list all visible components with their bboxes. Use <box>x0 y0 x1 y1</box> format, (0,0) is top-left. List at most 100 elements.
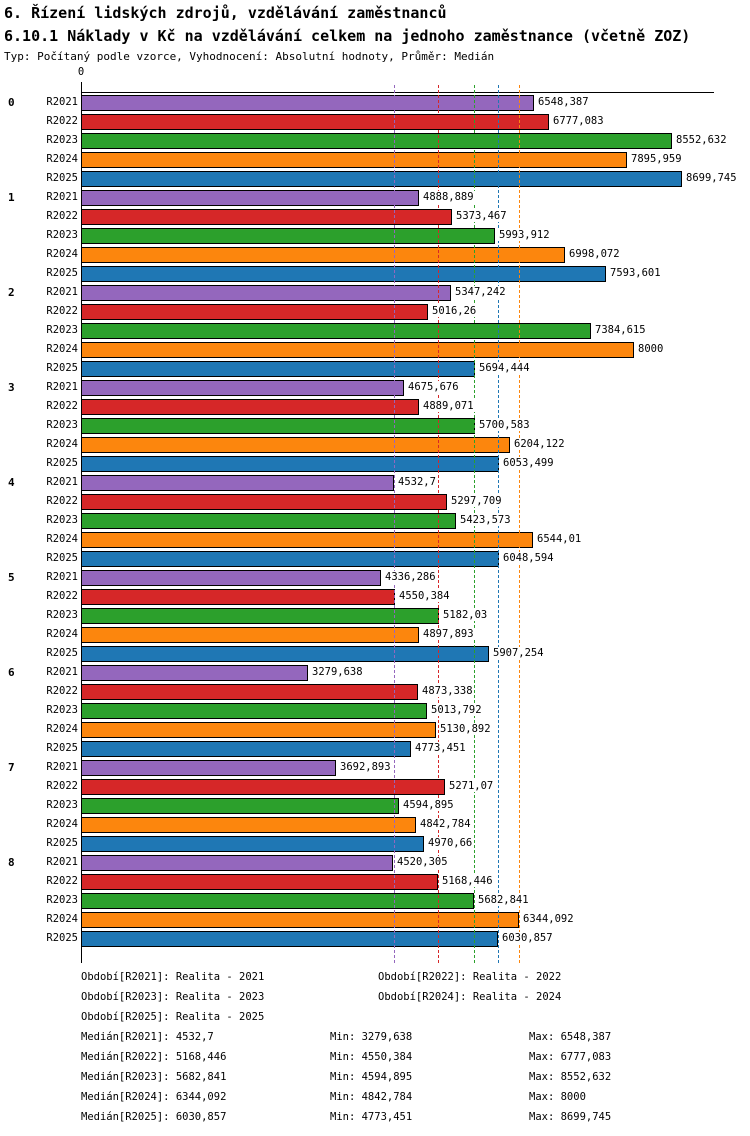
x-axis-zero-label: 0 <box>77 66 85 78</box>
bar-series-label: R2025 <box>46 647 78 659</box>
bar-value-label: 6048,594 <box>502 552 555 564</box>
bar-value-label: 5016,26 <box>431 305 478 317</box>
bar-value-label: 4532,7 <box>397 476 437 488</box>
bar <box>81 665 308 681</box>
bar-value-label: 5013,792 <box>430 704 483 716</box>
bar-value-label: 8552,632 <box>675 134 728 146</box>
bar-series-label: R2023 <box>46 134 78 146</box>
bar <box>81 418 475 434</box>
stat-min: Min: 4773,451 <box>330 1111 413 1123</box>
bar-series-label: R2023 <box>46 609 78 621</box>
bar <box>81 513 456 529</box>
bar-value-label: 5297,709 <box>450 495 503 507</box>
bar-value-label: 6053,499 <box>502 457 555 469</box>
bar <box>81 133 672 149</box>
bar-series-label: R2021 <box>46 856 78 868</box>
bar <box>81 456 499 472</box>
bar <box>81 114 549 130</box>
bar <box>81 684 418 700</box>
bar-value-label: 5182,03 <box>442 609 489 621</box>
bar-value-label: 3692,893 <box>339 761 392 773</box>
median-line-R2021 <box>394 85 396 963</box>
bar-value-label: 4970,66 <box>427 837 474 849</box>
bar-series-label: R2022 <box>46 875 78 887</box>
bar-series-label: R2024 <box>46 913 78 925</box>
bar-value-label: 4888,889 <box>422 191 475 203</box>
bar <box>81 608 439 624</box>
bar-series-label: R2022 <box>46 590 78 602</box>
bar-value-label: 5168,446 <box>441 875 494 887</box>
bar-value-label: 5694,444 <box>478 362 531 374</box>
bar-value-label: 4873,338 <box>421 685 474 697</box>
bar <box>81 285 451 301</box>
bar-value-label: 5373,467 <box>455 210 508 222</box>
bar-series-label: R2021 <box>46 286 78 298</box>
bar-series-label: R2024 <box>46 818 78 830</box>
stat-min: Min: 4550,384 <box>330 1051 413 1063</box>
bar <box>81 190 419 206</box>
bar-series-label: R2022 <box>46 210 78 222</box>
bar-value-label: 6777,083 <box>552 115 605 127</box>
bar <box>81 494 447 510</box>
bar <box>81 342 634 358</box>
category-label: 5 <box>8 571 15 584</box>
bar-value-label: 7593,601 <box>609 267 662 279</box>
bar-value-label: 5700,583 <box>478 419 531 431</box>
bar <box>81 703 427 719</box>
median-line-R2024 <box>519 85 521 963</box>
bar-value-label: 3279,638 <box>311 666 364 678</box>
bar-series-label: R2023 <box>46 324 78 336</box>
bar-value-label: 4889,071 <box>422 400 475 412</box>
stat-max: Max: 6548,387 <box>529 1031 612 1043</box>
stat-median: Medián[R2025]: 6030,857 <box>81 1111 227 1123</box>
bar <box>81 228 495 244</box>
bar-value-label: 5423,573 <box>459 514 512 526</box>
bar <box>81 722 436 738</box>
legend-item: Období[R2023]: Realita - 2023 <box>81 991 265 1003</box>
bar-value-label: 8699,745 <box>685 172 738 184</box>
bar-series-label: R2022 <box>46 115 78 127</box>
bar-value-label: 5271,07 <box>448 780 495 792</box>
bar-value-label: 7895,959 <box>630 153 683 165</box>
bar <box>81 646 489 662</box>
bar-series-label: R2023 <box>46 419 78 431</box>
stat-median: Medián[R2022]: 5168,446 <box>81 1051 227 1063</box>
chart-subtitle: 6.10.1 Náklady v Kč na vzdělávání celkem… <box>4 27 691 45</box>
bar-series-label: R2021 <box>46 191 78 203</box>
bar-value-label: 6548,387 <box>537 96 590 108</box>
bar-value-label: 6030,857 <box>501 932 554 944</box>
chart-meta-info: Typ: Počítaný podle vzorce, Vyhodnocení:… <box>4 50 495 63</box>
bar-series-label: R2021 <box>46 666 78 678</box>
bar-series-label: R2021 <box>46 571 78 583</box>
bar-series-label: R2022 <box>46 495 78 507</box>
bar <box>81 361 475 377</box>
stat-median: Medián[R2023]: 5682,841 <box>81 1071 227 1083</box>
bar-value-label: 6998,072 <box>568 248 621 260</box>
bar-series-label: R2021 <box>46 381 78 393</box>
bar-series-label: R2024 <box>46 438 78 450</box>
x-axis-zero-tick <box>81 82 82 95</box>
bar-series-label: R2022 <box>46 305 78 317</box>
bar-series-label: R2022 <box>46 400 78 412</box>
bar <box>81 589 395 605</box>
bar-value-label: 5682,841 <box>477 894 530 906</box>
bar-series-label: R2024 <box>46 628 78 640</box>
bar-value-label: 6544,01 <box>536 533 583 545</box>
stat-max: Max: 8699,745 <box>529 1111 612 1123</box>
stat-min: Min: 3279,638 <box>330 1031 413 1043</box>
bar-value-label: 4594,895 <box>402 799 455 811</box>
bar <box>81 95 534 111</box>
bar <box>81 152 627 168</box>
category-label: 8 <box>8 856 15 869</box>
stat-max: Max: 8552,632 <box>529 1071 612 1083</box>
category-label: 3 <box>8 381 15 394</box>
bar <box>81 551 499 567</box>
bar-series-label: R2024 <box>46 533 78 545</box>
legend-item: Období[R2022]: Realita - 2022 <box>378 971 562 983</box>
bar <box>81 760 336 776</box>
bar-value-label: 4520,305 <box>396 856 449 868</box>
page-title: 6. Řízení lidských zdrojů, vzdělávání za… <box>4 4 447 22</box>
bar <box>81 247 565 263</box>
bar-series-label: R2024 <box>46 723 78 735</box>
bar-series-label: R2021 <box>46 96 78 108</box>
